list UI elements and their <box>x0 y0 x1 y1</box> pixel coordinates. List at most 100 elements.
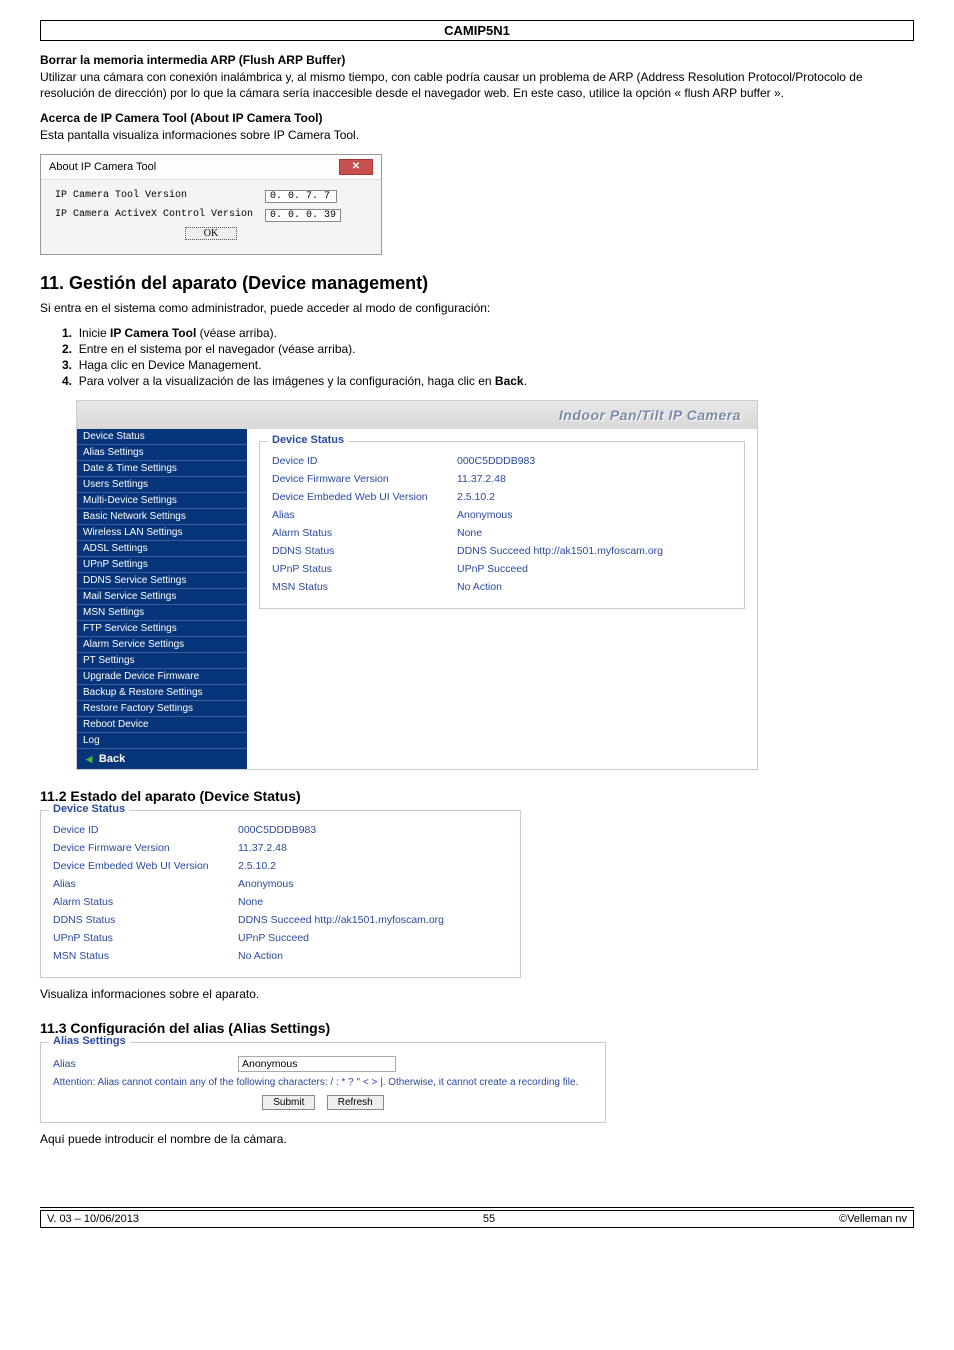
about-row: IP Camera ActiveX Control Version 0. 0. … <box>55 209 367 222</box>
sidebar-item[interactable]: Users Settings <box>77 477 247 493</box>
step-item: 1. Inicie IP Camera Tool (véase arriba). <box>62 326 914 340</box>
sidebar-item[interactable]: UPnP Settings <box>77 557 247 573</box>
header-title: CAMIP5N1 <box>444 23 510 38</box>
sidebar-item[interactable]: Alarm Service Settings <box>77 637 247 653</box>
about-label: IP Camera Tool Version <box>55 190 265 203</box>
sidebar-item[interactable]: PT Settings <box>77 653 247 669</box>
status-row: UPnP StatusUPnP Succeed <box>272 560 732 578</box>
sidebar-item[interactable]: MSN Settings <box>77 605 247 621</box>
status-row: MSN StatusNo Action <box>272 578 732 596</box>
sec112-after: Visualiza informaciones sobre el aparato… <box>40 986 914 1002</box>
status-value: 000C5DDDB983 <box>457 455 732 467</box>
status-label: Device ID <box>272 455 457 467</box>
status-label: DDNS Status <box>53 914 238 926</box>
device-management-panel: Indoor Pan/Tilt IP Camera Device StatusA… <box>76 400 758 770</box>
sidebar-item[interactable]: Device Status <box>77 429 247 445</box>
device-status-fieldset: Device Status Device ID000C5DDDB983Devic… <box>259 441 745 609</box>
step-pre: Entre en el sistema por el navegador (vé… <box>79 342 356 356</box>
status-label: UPnP Status <box>53 932 238 944</box>
status-value: 2.5.10.2 <box>238 860 508 872</box>
status-row: Device ID000C5DDDB983 <box>272 452 732 470</box>
sidebar-item[interactable]: Backup & Restore Settings <box>77 685 247 701</box>
sidebar-item[interactable]: Upgrade Device Firmware <box>77 669 247 685</box>
status-label: Device ID <box>53 824 238 836</box>
section2-text: Esta pantalla visualiza informaciones so… <box>40 127 914 143</box>
status-value: Anonymous <box>457 509 732 521</box>
sec113-after: Aquí puede introducir el nombre de la cá… <box>40 1131 914 1147</box>
step-pre: Inicie <box>79 326 110 340</box>
device-status-box: Device Status Device ID000C5DDDB983Devic… <box>40 810 521 978</box>
sidebar-item[interactable]: DDNS Service Settings <box>77 573 247 589</box>
page-header: CAMIP5N1 <box>40 20 914 41</box>
refresh-button[interactable]: Refresh <box>327 1095 384 1110</box>
status-label: Device Firmware Version <box>272 473 457 485</box>
alias-input[interactable] <box>238 1056 396 1072</box>
status-label: Alarm Status <box>272 527 457 539</box>
dm-banner: Indoor Pan/Tilt IP Camera <box>77 401 757 429</box>
device-status-legend: Device Status <box>268 434 348 446</box>
step-item: 3. Haga clic en Device Management. <box>62 358 914 372</box>
step-post: (véase arriba). <box>196 326 277 340</box>
about-title-text: About IP Camera Tool <box>49 161 156 173</box>
status-value: None <box>457 527 732 539</box>
back-arrow-icon: ◄ <box>83 752 95 766</box>
dm-sidebar: Device StatusAlias SettingsDate & Time S… <box>77 429 247 769</box>
status-value: DDNS Succeed http://ak1501.myfoscam.org <box>457 545 732 557</box>
status-label: UPnP Status <box>272 563 457 575</box>
alias-row: Alias <box>53 1053 593 1075</box>
step-item: 2. Entre en el sistema por el navegador … <box>62 342 914 356</box>
about-dialog: About IP Camera Tool ✕ IP Camera Tool Ve… <box>40 154 382 255</box>
status-value: None <box>238 896 508 908</box>
sidebar-item[interactable]: Mail Service Settings <box>77 589 247 605</box>
status-value: UPnP Succeed <box>457 563 732 575</box>
sec11-heading: 11. Gestión del aparato (Device manageme… <box>40 273 914 294</box>
sidebar-item[interactable]: Alias Settings <box>77 445 247 461</box>
sidebar-item[interactable]: Basic Network Settings <box>77 509 247 525</box>
footer-center: 55 <box>483 1213 495 1225</box>
status-row: AliasAnonymous <box>272 506 732 524</box>
status-label: DDNS Status <box>272 545 457 557</box>
sidebar-item[interactable]: ADSL Settings <box>77 541 247 557</box>
status-row: UPnP StatusUPnP Succeed <box>53 929 508 947</box>
status-row: Alarm StatusNone <box>53 893 508 911</box>
status-label: Alarm Status <box>53 896 238 908</box>
about-ok-row: OK <box>55 228 367 240</box>
status-row: DDNS StatusDDNS Succeed http://ak1501.my… <box>272 542 732 560</box>
alias-settings-box: Alias Settings Alias Attention: Alias ca… <box>40 1042 606 1123</box>
alias-note: Attention: Alias cannot contain any of t… <box>53 1077 593 1088</box>
sidebar-item[interactable]: FTP Service Settings <box>77 621 247 637</box>
device-status-legend: Device Status <box>49 803 129 815</box>
about-row: IP Camera Tool Version 0. 0. 7. 7 <box>55 190 367 203</box>
submit-button[interactable]: Submit <box>262 1095 315 1110</box>
sec112-heading: 11.2 Estado del aparato (Device Status) <box>40 788 914 804</box>
dm-main: Device Status Device ID000C5DDDB983Devic… <box>247 429 757 769</box>
step-bold: Back <box>495 374 524 388</box>
sidebar-item[interactable]: Log <box>77 733 247 749</box>
section1-text: Utilizar una cámara con conexión inalámb… <box>40 69 914 101</box>
section1-title: Borrar la memoria intermedia ARP (Flush … <box>40 53 914 67</box>
about-titlebar: About IP Camera Tool ✕ <box>41 155 381 180</box>
sec11-intro: Si entra en el sistema como administrado… <box>40 300 914 316</box>
status-value: No Action <box>457 581 732 593</box>
close-icon[interactable]: ✕ <box>339 159 373 175</box>
sidebar-item[interactable]: Multi-Device Settings <box>77 493 247 509</box>
page-footer: V. 03 – 10/06/2013 55 ©Velleman nv <box>40 1207 914 1228</box>
sidebar-item[interactable]: Restore Factory Settings <box>77 701 247 717</box>
sidebar-item[interactable]: Wireless LAN Settings <box>77 525 247 541</box>
status-row: DDNS StatusDDNS Succeed http://ak1501.my… <box>53 911 508 929</box>
status-value: No Action <box>238 950 508 962</box>
sidebar-item[interactable]: Reboot Device <box>77 717 247 733</box>
step-post: . <box>524 374 527 388</box>
step-pre: Para volver a la visualización de las im… <box>79 374 495 388</box>
status-label: Device Embeded Web UI Version <box>53 860 238 872</box>
about-value: 0. 0. 7. 7 <box>265 190 337 203</box>
sidebar-item[interactable]: Date & Time Settings <box>77 461 247 477</box>
status-value: Anonymous <box>238 878 508 890</box>
ok-button[interactable]: OK <box>185 227 237 240</box>
step-pre: Haga clic en Device Management. <box>79 358 262 372</box>
status-row: Alarm StatusNone <box>272 524 732 542</box>
status-value: 2.5.10.2 <box>457 491 732 503</box>
status-label: MSN Status <box>53 950 238 962</box>
footer-box: V. 03 – 10/06/2013 55 ©Velleman nv <box>40 1210 914 1228</box>
back-button[interactable]: ◄ Back <box>77 749 247 769</box>
